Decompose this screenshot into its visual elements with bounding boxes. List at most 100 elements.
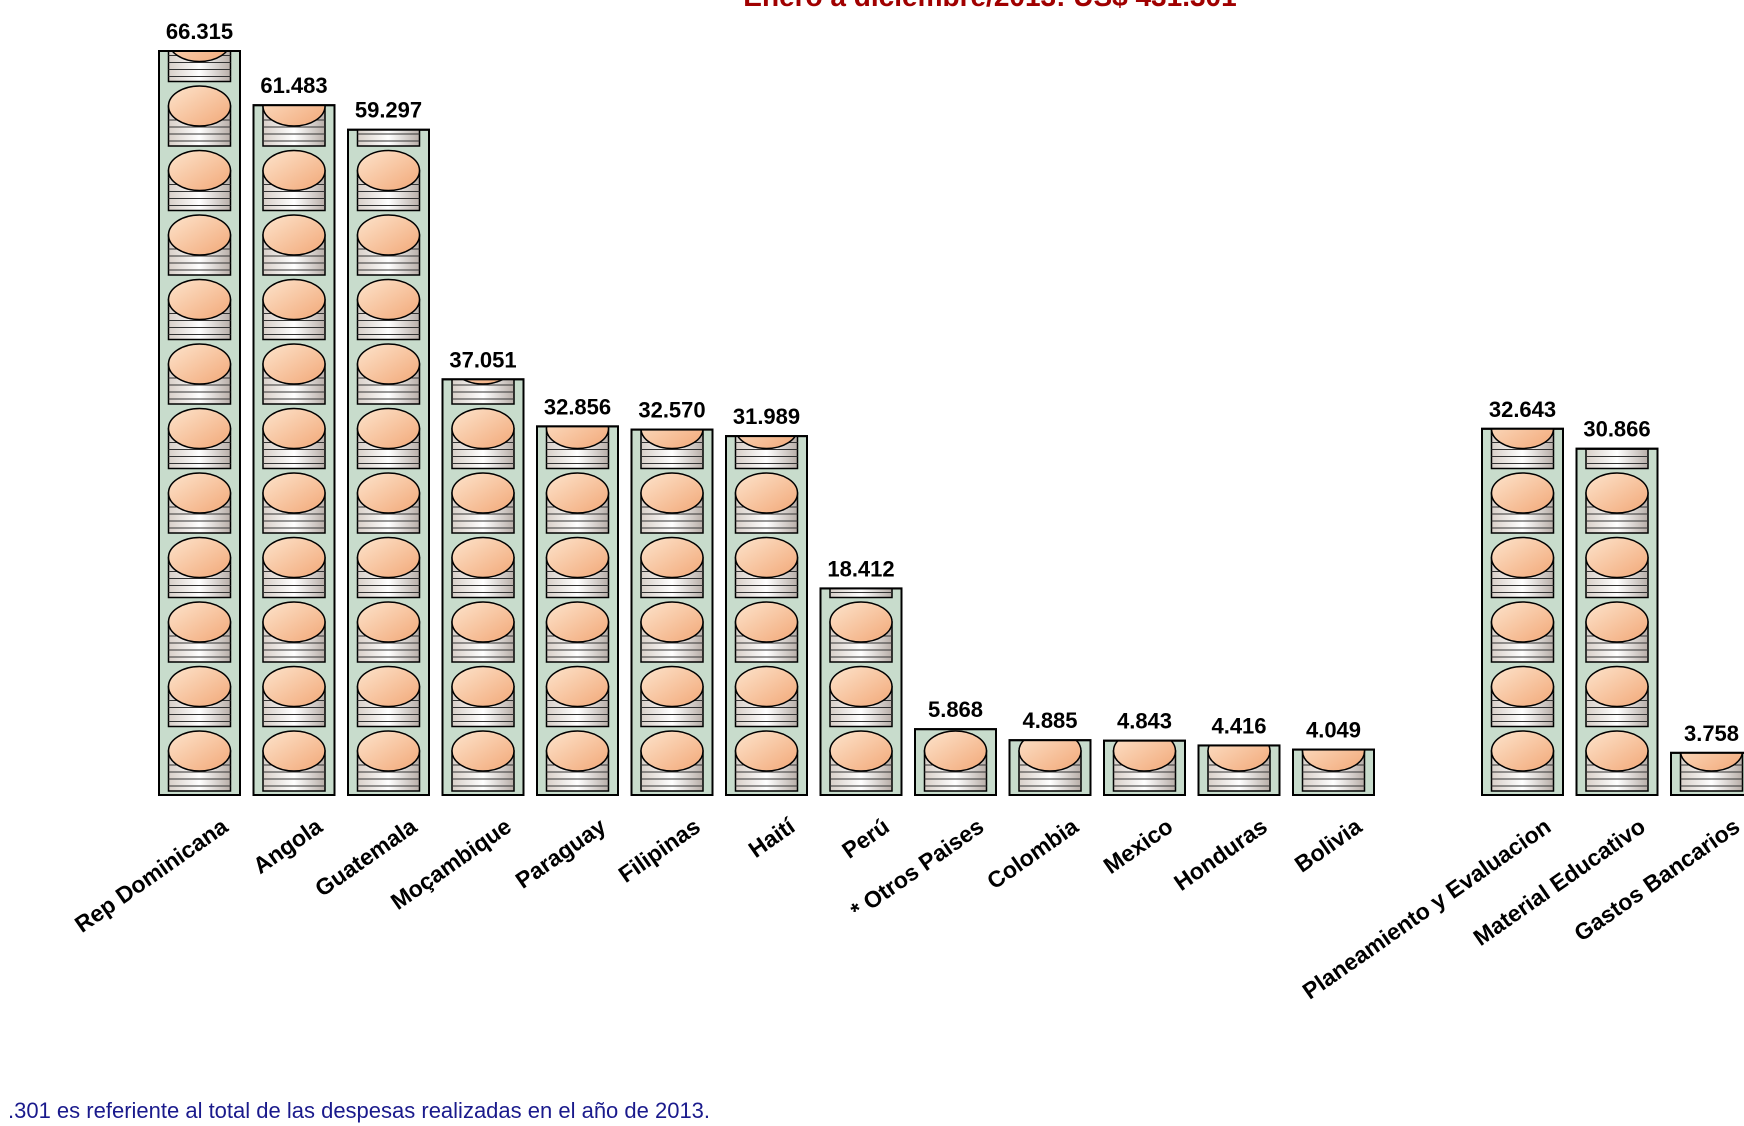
coin-face: [640, 536, 704, 579]
coin-face: [356, 407, 421, 450]
coin-face: [734, 730, 799, 772]
bar-outline: [1197, 744, 1281, 797]
coin-stack: [356, 42, 421, 792]
coin-face: [640, 472, 704, 514]
x-tick-label: Haití: [744, 812, 801, 863]
bar-outline: [630, 428, 714, 796]
x-tick-label: Perú: [837, 813, 894, 864]
coin-side: [169, 0, 231, 17]
coin-face: [263, 22, 325, 62]
x-tick-label: Honduras: [1169, 813, 1272, 896]
chart-title: Enero a diciembre/2013: US$ 431.301: [743, 0, 1236, 12]
coin-face: [1586, 344, 1648, 384]
coin-face: [545, 536, 610, 579]
coin-face: [356, 214, 421, 256]
coin-face: [356, 149, 421, 192]
coin-face: [923, 730, 988, 772]
coin-face: [1490, 665, 1555, 708]
coin-face: [1585, 730, 1649, 772]
coin-face: [640, 601, 704, 643]
bar-outline: [158, 50, 241, 796]
coin-face: [1019, 667, 1081, 707]
coin-face: [356, 665, 421, 708]
coin-face: [262, 149, 326, 192]
x-tick-label: Bolivia: [1290, 813, 1367, 878]
coin-stack: [829, 473, 893, 792]
coin-side: [1586, 364, 1648, 404]
bar-outline: [1103, 739, 1186, 797]
footnote: .301 es referiente al total de las despe…: [8, 1098, 710, 1123]
coin-stack: [1585, 344, 1649, 792]
coin-face: [1490, 536, 1555, 579]
value-label: 31.989: [733, 404, 800, 429]
coin-face: [1114, 667, 1176, 707]
x-tick-label: Angola: [248, 813, 327, 879]
coin-face: [1490, 730, 1555, 772]
bar-outline: [1481, 427, 1564, 796]
bar-outline: [441, 378, 525, 796]
coin-face: [167, 536, 232, 579]
coin-face: [167, 149, 232, 192]
coin-face: [167, 214, 232, 256]
coin-face: [545, 472, 610, 514]
coin-face: [356, 601, 421, 643]
coin-face: [167, 730, 232, 772]
coin-stack: [545, 426, 610, 792]
value-label: 30.866: [1583, 417, 1650, 442]
x-tick-label: Filipinas: [614, 813, 705, 888]
coin-face: [1490, 601, 1555, 643]
coin-face: [640, 730, 704, 772]
coin-stack: [167, 0, 232, 792]
coin-face: [262, 730, 326, 772]
bar-outline: [1575, 447, 1659, 796]
coin-face: [356, 278, 421, 321]
coin-side: [358, 42, 420, 82]
value-label: 66.315: [166, 19, 233, 44]
coin-face: [734, 536, 799, 579]
coin-face: [1301, 749, 1366, 772]
value-label: 32.643: [1489, 397, 1556, 422]
coin-face: [171, 51, 228, 63]
x-tick-label: Mexico: [1099, 813, 1178, 879]
coin-face: [736, 344, 798, 384]
bar-outline: [252, 104, 336, 797]
coin-stack: [1207, 745, 1271, 792]
coin-face: [1585, 601, 1649, 643]
coin-face: [262, 601, 326, 643]
coin-face: [167, 85, 232, 127]
value-label: 4.843: [1117, 709, 1172, 734]
x-tick-label: Colombia: [982, 813, 1083, 895]
coin-face: [167, 665, 232, 708]
coin-side: [736, 364, 798, 404]
coin-face: [1112, 740, 1177, 772]
coin-face: [829, 665, 893, 708]
coin-face: [1492, 344, 1554, 384]
coin-face: [1207, 745, 1271, 772]
coin-face: [167, 343, 232, 385]
coin-face: [1585, 472, 1649, 514]
coin-face: [545, 601, 610, 643]
coin-face: [641, 344, 703, 384]
value-label: 3.758: [1684, 721, 1739, 746]
coin-face: [451, 407, 515, 450]
bar-outline: [1008, 739, 1092, 796]
coin-face: [451, 472, 515, 514]
coin-face: [167, 472, 232, 514]
coin-stack: [451, 280, 515, 792]
coin-face: [545, 426, 610, 450]
coin-face: [451, 730, 515, 772]
coin-face: [356, 343, 421, 385]
coin-face: [262, 278, 326, 321]
value-label: 4.049: [1306, 718, 1361, 743]
coin-face: [262, 536, 326, 579]
coin-stack: [1018, 667, 1082, 792]
coin-face: [452, 280, 514, 320]
coin-face: [830, 473, 892, 513]
coin-side: [830, 493, 892, 533]
coin-face: [356, 472, 421, 514]
coin-face: [1679, 752, 1744, 772]
coin-face: [1018, 740, 1082, 772]
coin-stack: [1679, 752, 1744, 792]
coin-face: [262, 665, 326, 708]
